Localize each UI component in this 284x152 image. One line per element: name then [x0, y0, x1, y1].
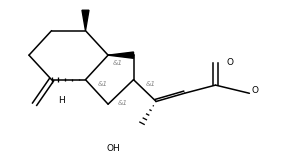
Text: OH: OH: [107, 144, 121, 152]
Text: O: O: [226, 58, 233, 67]
Text: &1: &1: [145, 81, 155, 87]
Text: &1: &1: [97, 81, 107, 87]
Polygon shape: [108, 52, 133, 58]
Text: O: O: [252, 86, 258, 95]
Text: &1: &1: [113, 60, 123, 66]
Text: &1: &1: [117, 100, 127, 107]
Text: H: H: [58, 96, 65, 105]
Polygon shape: [82, 10, 89, 31]
